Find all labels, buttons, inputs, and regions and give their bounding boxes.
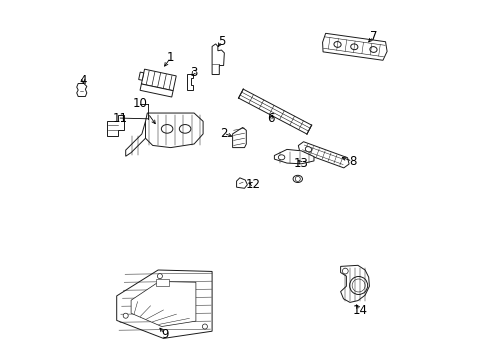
Polygon shape xyxy=(212,44,224,75)
Polygon shape xyxy=(340,265,368,302)
Polygon shape xyxy=(131,282,196,327)
Polygon shape xyxy=(187,74,193,90)
Text: 11: 11 xyxy=(113,112,127,125)
Text: 9: 9 xyxy=(161,328,169,341)
Circle shape xyxy=(295,176,300,181)
Ellipse shape xyxy=(278,155,284,160)
Polygon shape xyxy=(77,84,87,96)
Circle shape xyxy=(342,268,347,274)
Text: 10: 10 xyxy=(132,97,147,110)
Polygon shape xyxy=(140,84,173,97)
Polygon shape xyxy=(125,121,145,156)
Polygon shape xyxy=(107,115,124,136)
Polygon shape xyxy=(236,178,247,188)
Text: 1: 1 xyxy=(166,51,174,64)
Polygon shape xyxy=(274,149,313,164)
Ellipse shape xyxy=(369,46,376,53)
Ellipse shape xyxy=(179,125,190,133)
Ellipse shape xyxy=(305,147,311,152)
Polygon shape xyxy=(141,69,176,91)
Polygon shape xyxy=(156,279,168,286)
Polygon shape xyxy=(139,72,143,80)
Polygon shape xyxy=(145,113,203,148)
Polygon shape xyxy=(117,270,212,338)
Circle shape xyxy=(157,274,162,279)
Text: 8: 8 xyxy=(348,155,355,168)
Text: 13: 13 xyxy=(293,157,308,170)
Text: 6: 6 xyxy=(266,112,274,125)
Polygon shape xyxy=(232,127,246,148)
Polygon shape xyxy=(298,142,348,168)
Circle shape xyxy=(123,313,128,318)
Ellipse shape xyxy=(161,125,172,133)
Polygon shape xyxy=(322,33,386,60)
Text: 14: 14 xyxy=(351,304,366,317)
Ellipse shape xyxy=(333,41,341,47)
Text: 7: 7 xyxy=(369,30,376,43)
Text: 5: 5 xyxy=(217,35,224,48)
Circle shape xyxy=(349,276,367,294)
Text: 4: 4 xyxy=(80,74,87,87)
Ellipse shape xyxy=(292,175,302,183)
Text: 2: 2 xyxy=(220,127,227,140)
Ellipse shape xyxy=(350,44,357,50)
Text: 3: 3 xyxy=(190,66,197,78)
Text: 12: 12 xyxy=(245,178,261,191)
Circle shape xyxy=(202,324,207,329)
